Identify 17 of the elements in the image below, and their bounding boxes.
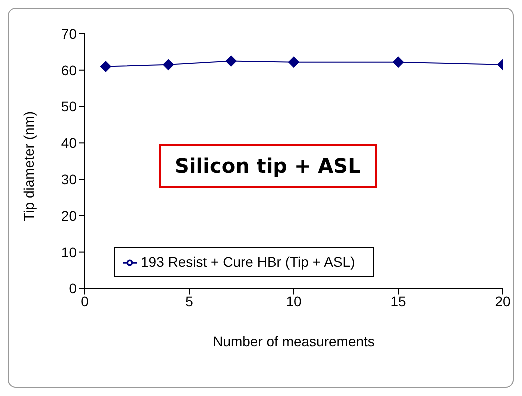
x-tick-label: 20	[495, 294, 511, 310]
x-tick-label: 5	[186, 294, 194, 310]
y-tick-label: 20	[61, 208, 78, 224]
legend-label: 193 Resist + Cure HBr (Tip + ASL)	[141, 254, 356, 270]
x-axis-title: Number of measurements	[213, 334, 375, 350]
y-tick-label: 50	[61, 98, 78, 115]
annotation: Silicon tip + ASL	[159, 144, 377, 188]
x-tick-label: 15	[390, 294, 406, 310]
x-tick-label: 0	[81, 294, 90, 310]
y-axis-title: Tip diameter (nm)	[20, 111, 37, 222]
y-tick-label: 30	[61, 172, 78, 188]
y-tick-label: 60	[61, 62, 78, 78]
y-tick-label: 40	[61, 135, 78, 152]
y-tick-label: 70	[61, 26, 78, 42]
y-tick-label: 0	[69, 280, 78, 297]
y-tick-label: 10	[61, 244, 78, 260]
x-tick-label: 10	[286, 294, 302, 310]
